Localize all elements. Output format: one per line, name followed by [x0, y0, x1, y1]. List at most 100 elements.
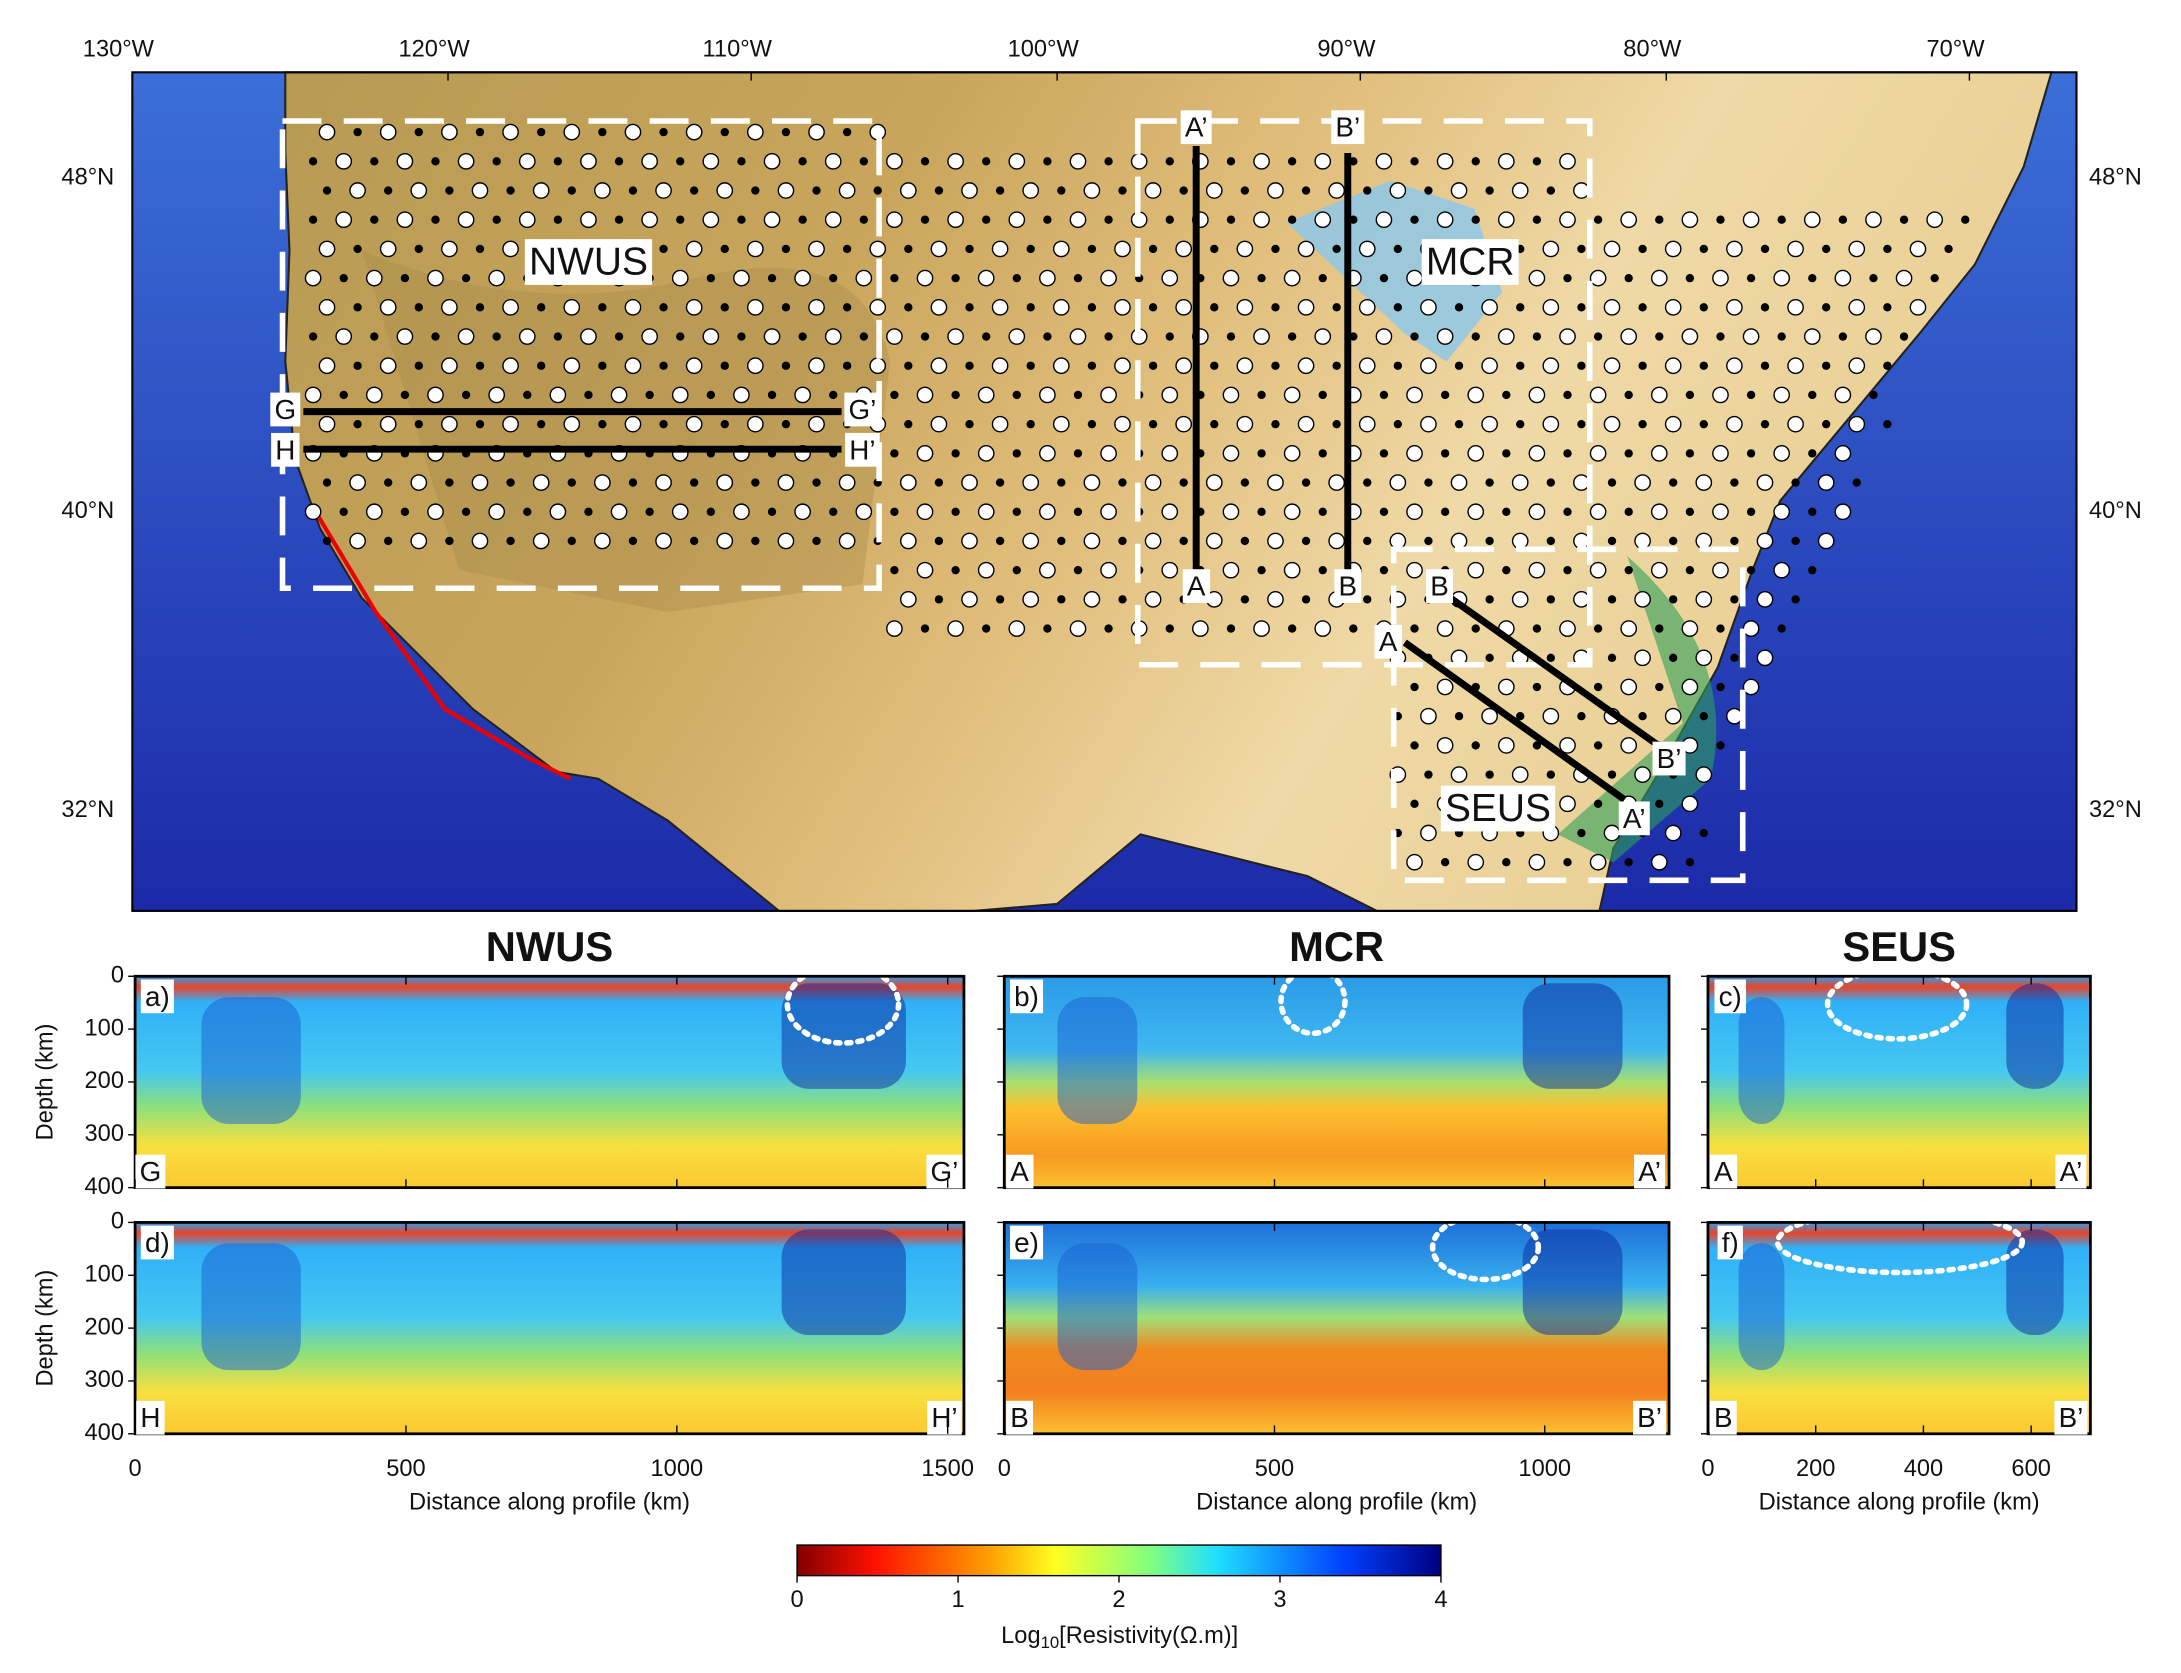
station [1803, 328, 1821, 345]
station [1777, 215, 1786, 224]
station [1760, 303, 1770, 312]
station [1271, 303, 1280, 312]
station [904, 303, 913, 312]
station [982, 215, 991, 224]
resistive-zone [781, 1229, 906, 1336]
mcr-box [1135, 118, 1593, 668]
station [737, 332, 746, 341]
station [899, 532, 917, 550]
label: G [274, 394, 296, 425]
station [798, 215, 807, 224]
station [1332, 303, 1341, 312]
station [1083, 474, 1101, 491]
station [1650, 503, 1668, 521]
station [441, 415, 458, 433]
lon-tick-label: 130°W [83, 36, 155, 62]
station [1650, 269, 1668, 287]
station [1012, 507, 1021, 516]
station [1532, 332, 1542, 341]
station [614, 215, 624, 224]
station [1039, 561, 1056, 579]
station [685, 123, 703, 141]
station [1297, 240, 1315, 258]
station [1532, 624, 1542, 633]
station [685, 357, 703, 375]
label: d) [145, 1227, 170, 1258]
station [1410, 157, 1419, 166]
station [1165, 215, 1174, 224]
y-tick-label: 0 [111, 1209, 124, 1235]
station [308, 157, 318, 166]
station [1787, 298, 1804, 316]
station [518, 152, 536, 170]
station [982, 624, 991, 633]
station [890, 390, 899, 400]
station [384, 536, 393, 546]
station [671, 386, 689, 404]
resistive-zone [1738, 997, 1785, 1124]
label-box [1426, 569, 1454, 603]
station [1791, 536, 1800, 546]
station [492, 215, 501, 224]
station [1485, 653, 1494, 662]
station [1559, 795, 1576, 813]
x-tick-label: 400 [1904, 1456, 1943, 1482]
label: A’ [1638, 1156, 1661, 1187]
label: B’ [1335, 112, 1360, 143]
station [1104, 332, 1113, 341]
lat-tick-label: 32°N [2089, 797, 2142, 823]
station [1593, 215, 1603, 224]
label-box [1182, 569, 1211, 603]
station [1546, 770, 1555, 779]
station [1100, 386, 1117, 404]
station [781, 244, 791, 254]
station [1899, 215, 1909, 224]
station [1467, 445, 1485, 462]
station [1436, 737, 1454, 754]
station [537, 419, 546, 429]
label-box [1652, 741, 1686, 776]
station [1349, 624, 1358, 633]
station [1481, 707, 1498, 725]
station [1589, 503, 1607, 521]
station [1375, 211, 1393, 229]
station [1363, 478, 1372, 487]
station [1865, 211, 1882, 229]
station [532, 474, 550, 491]
station [610, 386, 628, 404]
station [598, 303, 607, 312]
station [1502, 566, 1511, 575]
station [1760, 361, 1770, 370]
station [1685, 566, 1695, 575]
station [1577, 712, 1586, 721]
station [1083, 591, 1101, 608]
station [445, 478, 454, 487]
station [1746, 449, 1756, 458]
station [1026, 244, 1035, 254]
station [318, 357, 336, 375]
station [1363, 186, 1372, 195]
station [457, 211, 475, 229]
station [1961, 215, 1970, 224]
station [1791, 595, 1800, 604]
station [1883, 419, 1892, 429]
station [339, 390, 348, 400]
station [1502, 858, 1511, 867]
station [384, 478, 393, 487]
station [1528, 503, 1546, 521]
label: B [1339, 571, 1358, 602]
station [671, 269, 689, 287]
y-tick-label: 300 [85, 1121, 124, 1147]
station [930, 415, 948, 433]
station [1542, 298, 1560, 316]
station [1742, 211, 1760, 229]
y-tick-label: 100 [85, 1262, 124, 1288]
station [1257, 566, 1266, 575]
station [746, 298, 764, 316]
station [1589, 269, 1607, 287]
station [916, 386, 934, 404]
x-tick-label: 0 [1701, 1456, 1714, 1482]
station [1746, 566, 1756, 575]
station [1848, 298, 1866, 316]
station [965, 303, 974, 312]
